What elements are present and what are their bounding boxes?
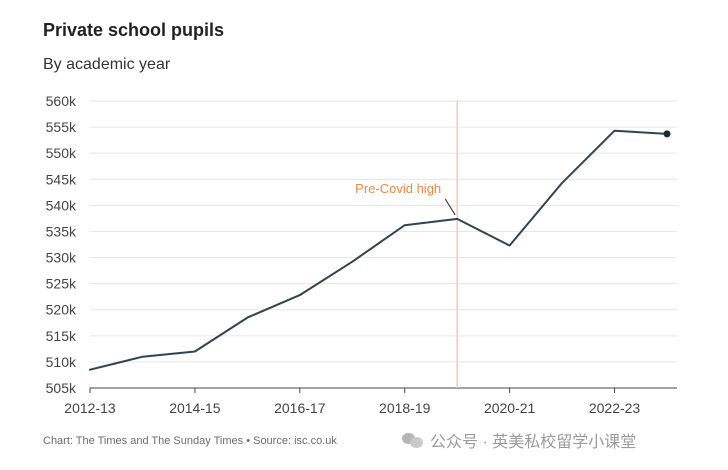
x-tick-label: 2016-17 [274,400,326,416]
chart-subtitle: By academic year [43,56,171,73]
annotation-label: Pre-Covid high [355,181,441,196]
y-tick-label: 510k [46,354,77,370]
x-tick-label: 2018-19 [379,400,431,416]
series-line [89,129,668,371]
chart-source: Chart: The Times and The Sunday Times • … [43,435,337,447]
end-marker [663,130,671,138]
y-tick-label: 555k [46,119,77,135]
y-tick-label: 525k [46,276,77,292]
chart-title: Private school pupils [43,20,225,40]
wechat-icon [402,431,424,449]
watermark-text: 公众号 · 英美私校留学小课堂 [430,434,637,451]
y-tick-label: 550k [46,145,77,161]
x-tick-label: 2020-21 [484,400,536,416]
y-tick-label: 515k [46,328,77,344]
y-tick-label: 520k [46,302,77,318]
y-tick-label: 545k [46,171,77,187]
annotation-pointer [444,198,456,216]
y-tick-label: 530k [46,250,77,266]
y-tick-label: 560k [46,93,77,109]
x-tick-label: 2012-13 [64,400,116,416]
y-tick-label: 540k [46,197,77,213]
x-tick-label: 2022-23 [589,400,641,416]
y-tick-label: 535k [46,223,77,239]
x-tick-label: 2014-15 [169,400,221,416]
watermark: 公众号 · 英美私校留学小课堂 [402,428,636,452]
y-tick-label: 505k [46,380,77,396]
